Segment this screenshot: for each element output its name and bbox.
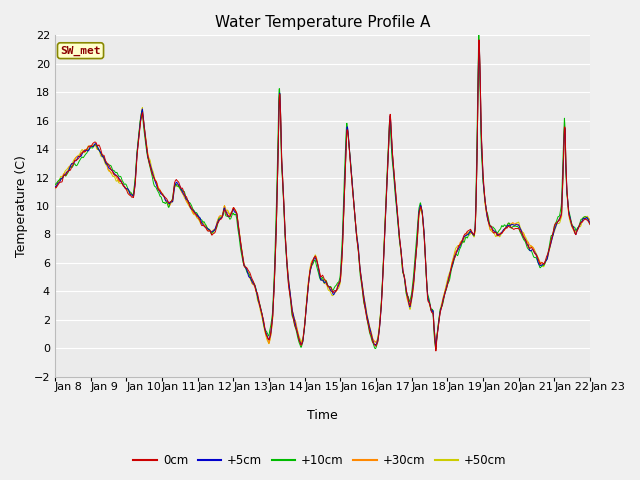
Legend: 0cm, +5cm, +10cm, +30cm, +50cm: 0cm, +5cm, +10cm, +30cm, +50cm: [129, 449, 511, 472]
Text: SW_met: SW_met: [60, 46, 100, 56]
X-axis label: Time: Time: [307, 409, 338, 422]
Title: Water Temperature Profile A: Water Temperature Profile A: [215, 15, 430, 30]
Y-axis label: Temperature (C): Temperature (C): [15, 155, 28, 257]
